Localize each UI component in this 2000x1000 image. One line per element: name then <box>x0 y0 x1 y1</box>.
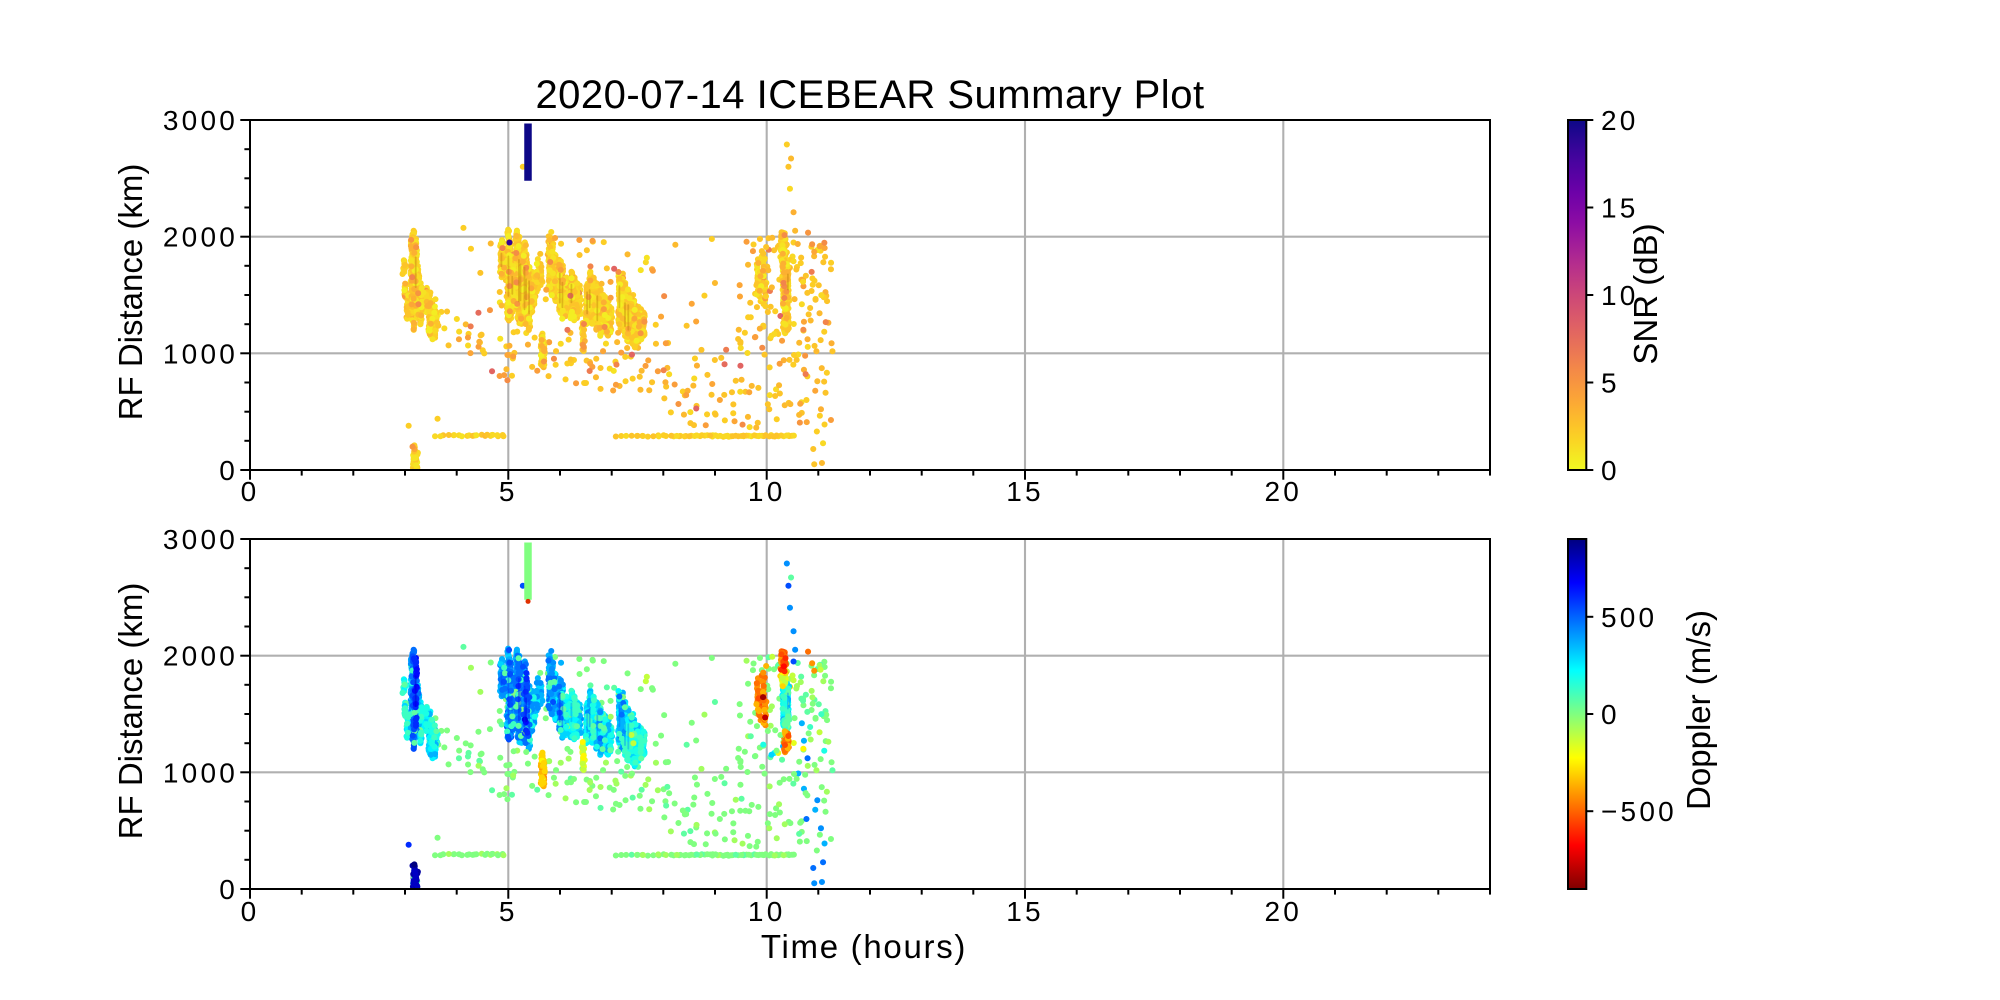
svg-text:−500: −500 <box>1601 796 1677 827</box>
svg-text:2000: 2000 <box>163 641 238 672</box>
svg-text:5: 5 <box>499 896 518 927</box>
svg-text:0: 0 <box>219 874 238 905</box>
svg-text:500: 500 <box>1601 602 1657 633</box>
svg-text:Time (hours): Time (hours) <box>761 928 967 965</box>
svg-text:RF Distance (km): RF Distance (km) <box>112 583 149 840</box>
svg-text:SNR (dB): SNR (dB) <box>1627 223 1664 364</box>
svg-text:20: 20 <box>1265 476 1303 507</box>
svg-text:0: 0 <box>219 455 238 486</box>
svg-text:15: 15 <box>1601 193 1639 224</box>
svg-text:2000: 2000 <box>163 222 238 253</box>
svg-text:15: 15 <box>1006 476 1044 507</box>
svg-text:10: 10 <box>1601 280 1639 311</box>
svg-text:2020-07-14 ICEBEAR Summary Plo: 2020-07-14 ICEBEAR Summary Plot <box>535 73 1204 117</box>
svg-text:1000: 1000 <box>163 338 238 369</box>
svg-text:10: 10 <box>748 896 786 927</box>
svg-text:1000: 1000 <box>163 757 238 788</box>
svg-text:0: 0 <box>1601 455 1620 486</box>
svg-text:20: 20 <box>1265 896 1303 927</box>
svg-text:5: 5 <box>1601 368 1620 399</box>
svg-text:0: 0 <box>1601 699 1620 730</box>
svg-text:RF Distance (km): RF Distance (km) <box>112 164 149 421</box>
svg-text:0: 0 <box>241 896 260 927</box>
svg-text:3000: 3000 <box>163 105 238 136</box>
svg-text:10: 10 <box>748 476 786 507</box>
svg-text:Doppler (m/s): Doppler (m/s) <box>1680 610 1717 810</box>
svg-text:5: 5 <box>499 476 518 507</box>
svg-text:15: 15 <box>1006 896 1044 927</box>
svg-text:0: 0 <box>241 476 260 507</box>
svg-text:3000: 3000 <box>163 524 238 555</box>
svg-text:20: 20 <box>1601 105 1639 136</box>
